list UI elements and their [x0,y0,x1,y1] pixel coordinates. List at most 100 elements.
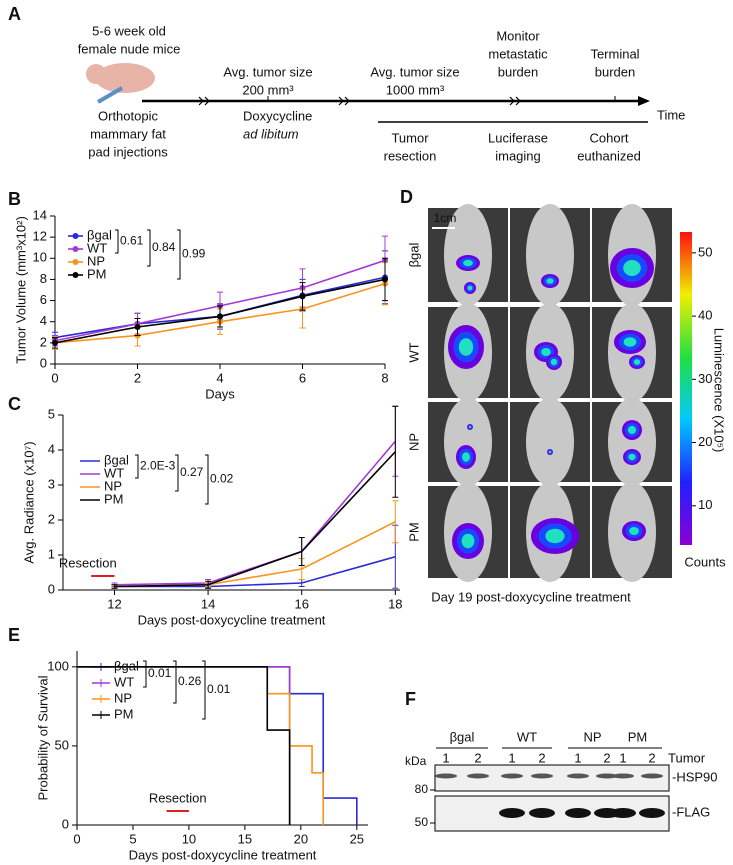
legend-marker [72,233,79,239]
x-tick-label: 8 [381,370,388,385]
row-label: WT [406,342,421,362]
timeline-text: Monitor [496,28,540,43]
y-axis-label: Avg. Radiance (x10⁷) [21,441,36,563]
signal-inner [541,348,551,356]
x-tick-label: 0 [51,370,58,385]
mouse-head [86,64,106,84]
band-hsp90 [467,773,489,779]
signal-inner [623,260,641,276]
band-flag [565,808,591,818]
scale-label: 1cm [434,211,457,225]
p-value: 0.01 [148,666,172,680]
band-label: -HSP90 [672,769,718,784]
mouse-body [95,63,155,93]
x-axis-label: Days [205,386,235,401]
lane-label: 2 [474,750,481,765]
signal-inner [628,453,636,461]
y-tick-label: 0 [48,581,55,596]
syringe [96,86,124,104]
x-tick-label: 6 [299,370,306,385]
timeline-text: Avg. tumor size [223,64,312,79]
legend-label: PM [114,706,134,721]
blot-hsp90 [434,764,670,792]
p-value: 0.61 [120,234,144,248]
y-tick-label: 50 [55,737,69,752]
bracket [202,660,206,720]
band-label: -FLAG [672,804,710,819]
band-hsp90 [641,773,663,779]
timeline-text: pad injections [88,144,168,159]
colorbar-unit: Counts [684,554,726,569]
bracket [173,660,177,704]
timeline-text: ad libitum [243,126,299,141]
x-axis-label: Days post-doxycycline treatment [138,612,326,627]
lane-label: 1 [574,750,581,765]
y-tick-label: 0 [62,816,69,831]
legend-label: βgal [104,452,129,467]
p-value: 0.02 [210,472,234,486]
signal-inner [623,337,637,347]
group-label: PM [628,729,648,744]
timeline-text: 1000 mm³ [386,82,445,97]
timeline-text: metastatic [488,46,548,61]
band-hsp90 [531,773,553,779]
x-tick-label: 12 [107,596,121,611]
bracket [143,660,147,688]
band-flag [499,808,525,818]
x-tick-label: 5 [129,831,136,846]
x-tick-label: 4 [216,370,223,385]
bracket [175,454,179,492]
group-label: βgal [450,729,475,744]
mouse-silhouette [526,204,574,306]
error-bar [111,584,118,589]
x-tick-label: 25 [350,831,364,846]
legend-label: PM [87,266,107,281]
group-label: NP [583,729,601,744]
legend-label: βgal [114,658,139,673]
p-value: 0.26 [178,674,202,688]
panel-letter: F [405,689,416,709]
y-tick-label: 100 [47,658,69,673]
timeline-text: Avg. tumor size [370,64,459,79]
lane-label: 2 [648,750,655,765]
signal-inner [463,259,473,267]
band-hsp90 [596,773,618,779]
lane-label: 2 [603,750,610,765]
bracket [115,229,119,254]
legend-label: NP [87,253,105,268]
y-tick-label: 5 [48,406,55,421]
band-flag [639,808,665,818]
timeline-text: female nude mice [78,41,181,56]
legend-label: WT [104,465,124,480]
timeline-text: Luciferase [488,130,548,145]
y-tick-label: 6 [40,292,47,307]
colorbar-tick-label: 30 [698,371,712,386]
p-value: 0.01 [207,682,231,696]
kda-label: kDa [405,754,427,768]
chevron [198,96,210,106]
timeline-text: burden [498,64,538,79]
y-tick-label: 10 [33,250,47,265]
timeline-text: imaging [495,148,541,163]
colorbar-tick-label: 50 [698,244,712,259]
colorbar-title: Luminescence (X10⁵) [712,328,727,453]
p-value: 0.27 [180,465,204,479]
panel-letter: C [8,394,21,414]
legend-label: NP [104,478,122,493]
legend-label: PM [104,491,124,506]
x-tick-label: 0 [73,831,80,846]
caption: Day 19 post-doxycycline treatment [431,589,631,604]
survival-curve [77,666,291,825]
colorbar-tick-label: 40 [698,308,712,323]
colorbar [680,232,692,545]
y-tick-label: 12 [33,229,47,244]
signal-inner [628,426,636,434]
y-axis-label: Tumor Volume (mm³x10²) [13,216,28,364]
marker [134,324,141,330]
band-hsp90 [501,773,523,779]
annotation: Resection [149,790,207,805]
timeline-text: Doxycycline [243,108,312,123]
colorbar-tick-label: 10 [698,497,712,512]
chevron [338,96,350,106]
y-tick-label: 2 [40,334,47,349]
